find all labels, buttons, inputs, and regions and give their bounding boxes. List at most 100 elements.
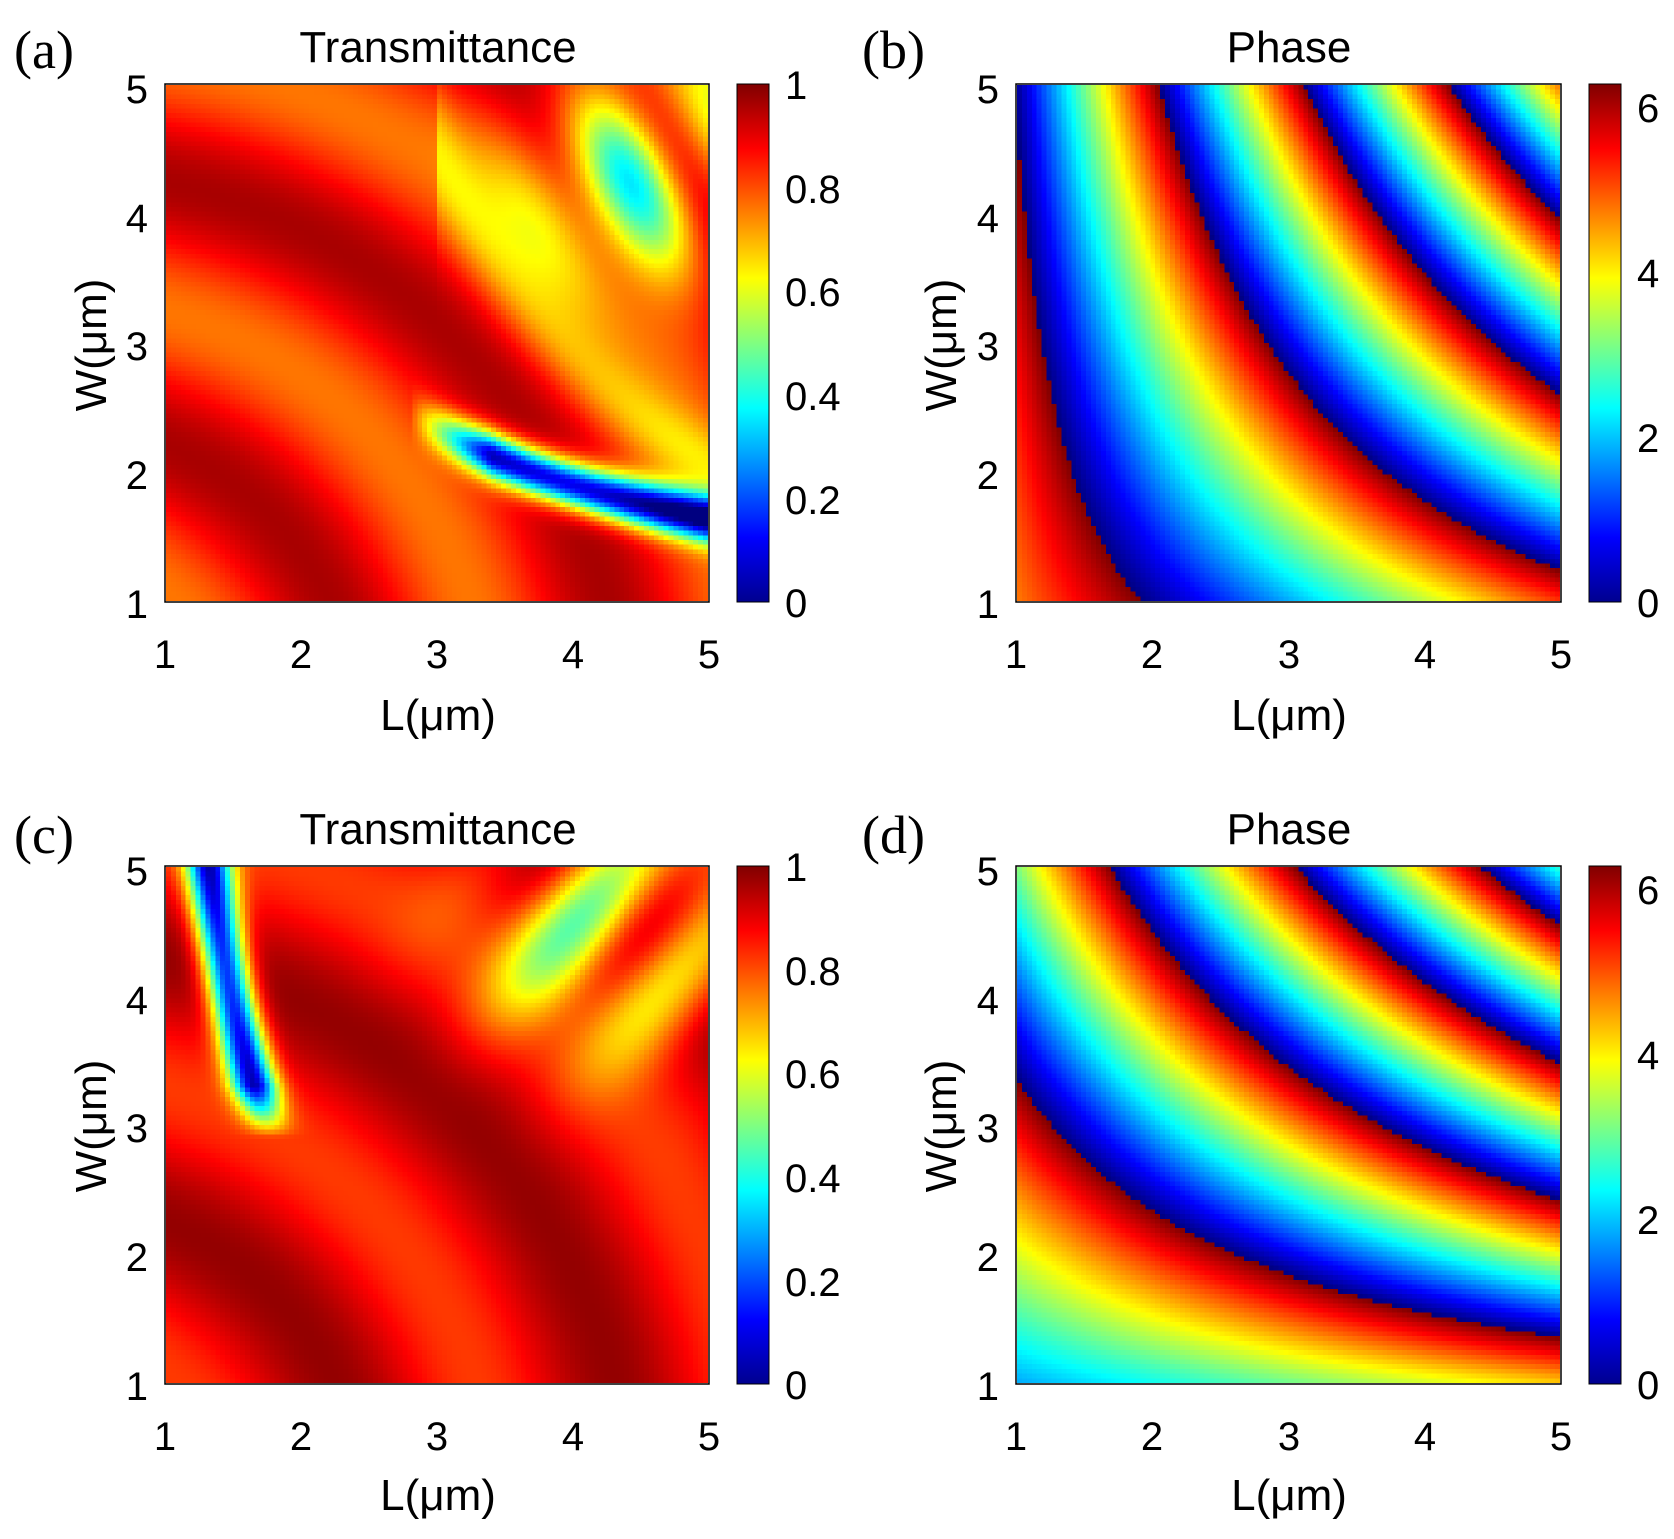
y-tick-label: 2 [126, 454, 148, 498]
chart-title: Phase [1227, 805, 1352, 854]
y-axis-label: W(μm) [917, 279, 966, 412]
x-tick-labels: 1 2 3 4 5 [1005, 1415, 1572, 1459]
x-tick-label: 5 [1550, 1415, 1572, 1459]
colorbar-tick-label: 0.2 [785, 479, 841, 523]
colorbar [736, 83, 770, 603]
x-tick-label: 5 [698, 633, 720, 677]
plot-frame [164, 865, 710, 1385]
colorbar-tick-labels: 0 2 4 6 [1637, 87, 1659, 626]
colorbar-tick-label: 6 [1637, 869, 1659, 913]
y-tick-label: 5 [977, 68, 999, 112]
y-tick-labels: 1 2 3 4 5 [126, 68, 148, 627]
y-tick-label: 1 [126, 583, 148, 627]
colorbar-tick-label: 0.4 [785, 1157, 841, 1201]
colorbar-tick-label: 4 [1637, 252, 1659, 296]
x-tick-label: 1 [1005, 1415, 1027, 1459]
x-tick-labels: 1 2 3 4 5 [1005, 633, 1572, 677]
colorbar [1588, 83, 1622, 603]
panel-b: (b) Phase 1 2 3 4 5 1 2 3 4 5 L(μm) W(μm… [862, 20, 1659, 740]
colorbar-tick-label: 0.6 [785, 271, 841, 315]
x-tick-label: 1 [154, 1415, 176, 1459]
x-axis-label: L(μm) [1231, 691, 1347, 740]
y-tick-label: 5 [126, 68, 148, 112]
colorbar-tick-labels: 0 2 4 6 [1637, 869, 1659, 1408]
panel-d: (d) Phase 1 2 3 4 5 1 2 3 4 5 L(μm) W(μm… [862, 805, 1659, 1520]
x-tick-label: 2 [1141, 1415, 1163, 1459]
colorbar-tick-label: 0.8 [785, 168, 841, 212]
panel-a: (a) Transmittance 1 2 3 4 5 1 2 3 4 5 L(… [14, 20, 841, 740]
y-tick-label: 4 [126, 197, 148, 241]
y-axis-label: W(μm) [67, 1060, 116, 1193]
y-tick-label: 3 [977, 325, 999, 369]
colorbar-tick-label: 1 [785, 846, 807, 890]
colorbar-tick-label: 0 [785, 1364, 807, 1408]
y-tick-label: 4 [977, 979, 999, 1023]
x-tick-label: 3 [1278, 1415, 1300, 1459]
panel-c: (c) Transmittance 1 2 3 4 5 1 2 3 4 5 L(… [14, 805, 841, 1520]
y-axis-label: W(μm) [917, 1060, 966, 1193]
colorbar-tick-label: 0.8 [785, 950, 841, 994]
colorbar-tick-label: 0 [1637, 1364, 1659, 1408]
y-tick-label: 3 [977, 1107, 999, 1151]
x-tick-label: 5 [1550, 633, 1572, 677]
y-tick-label: 4 [126, 979, 148, 1023]
chart-title: Phase [1227, 23, 1352, 72]
colorbar-tick-labels: 0 0.2 0.4 0.6 0.8 1 [785, 846, 841, 1408]
colorbar-tick-label: 0 [785, 582, 807, 626]
colorbar-tick-label: 1 [785, 64, 807, 108]
x-axis-label: L(μm) [380, 691, 496, 740]
y-tick-label: 2 [126, 1236, 148, 1280]
colorbar-tick-labels: 0 0.2 0.4 0.6 0.8 1 [785, 64, 841, 626]
heatmap-c [166, 867, 708, 1383]
panel-letter: (b) [862, 20, 925, 80]
panel-letter: (a) [14, 20, 74, 80]
heatmap-a [166, 85, 708, 601]
y-tick-label: 2 [977, 1236, 999, 1280]
plot-frame [1015, 83, 1562, 603]
x-tick-label: 3 [426, 1415, 448, 1459]
y-tick-label: 5 [126, 850, 148, 894]
y-tick-label: 3 [126, 325, 148, 369]
colorbar-tick-label: 0.6 [785, 1053, 841, 1097]
y-tick-label: 2 [977, 454, 999, 498]
x-tick-label: 4 [562, 1415, 584, 1459]
y-tick-label: 3 [126, 1107, 148, 1151]
y-tick-label: 5 [977, 850, 999, 894]
plot-frame [1015, 865, 1562, 1385]
x-tick-label: 3 [426, 633, 448, 677]
y-axis-label: W(μm) [67, 279, 116, 412]
chart-title: Transmittance [299, 23, 576, 72]
x-tick-label: 2 [290, 1415, 312, 1459]
plot-frame [164, 83, 710, 603]
x-axis-label: L(μm) [380, 1471, 496, 1520]
heatmap-d [1017, 867, 1560, 1383]
colorbar-tick-label: 2 [1637, 417, 1659, 461]
y-tick-label: 4 [977, 197, 999, 241]
y-tick-label: 1 [126, 1365, 148, 1409]
x-tick-label: 2 [290, 633, 312, 677]
y-tick-labels: 1 2 3 4 5 [977, 68, 999, 627]
colorbar-tick-label: 0.4 [785, 375, 841, 419]
x-tick-label: 5 [698, 1415, 720, 1459]
colorbar-tick-label: 0.2 [785, 1261, 841, 1305]
colorbar-tick-label: 0 [1637, 582, 1659, 626]
x-tick-labels: 1 2 3 4 5 [154, 633, 720, 677]
x-tick-label: 2 [1141, 633, 1163, 677]
chart-title: Transmittance [299, 805, 576, 854]
x-tick-label: 4 [1414, 633, 1436, 677]
x-tick-labels: 1 2 3 4 5 [154, 1415, 720, 1459]
y-tick-label: 1 [977, 583, 999, 627]
x-tick-label: 4 [1414, 1415, 1436, 1459]
y-tick-labels: 1 2 3 4 5 [977, 850, 999, 1409]
x-axis-label: L(μm) [1231, 1471, 1347, 1520]
x-tick-label: 3 [1278, 633, 1300, 677]
colorbar-tick-label: 2 [1637, 1199, 1659, 1243]
y-tick-label: 1 [977, 1365, 999, 1409]
x-tick-label: 1 [154, 633, 176, 677]
panel-letter: (d) [862, 805, 925, 865]
x-tick-label: 4 [562, 633, 584, 677]
x-tick-label: 1 [1005, 633, 1027, 677]
colorbar [1588, 865, 1622, 1385]
y-tick-labels: 1 2 3 4 5 [126, 850, 148, 1409]
colorbar [736, 865, 770, 1385]
